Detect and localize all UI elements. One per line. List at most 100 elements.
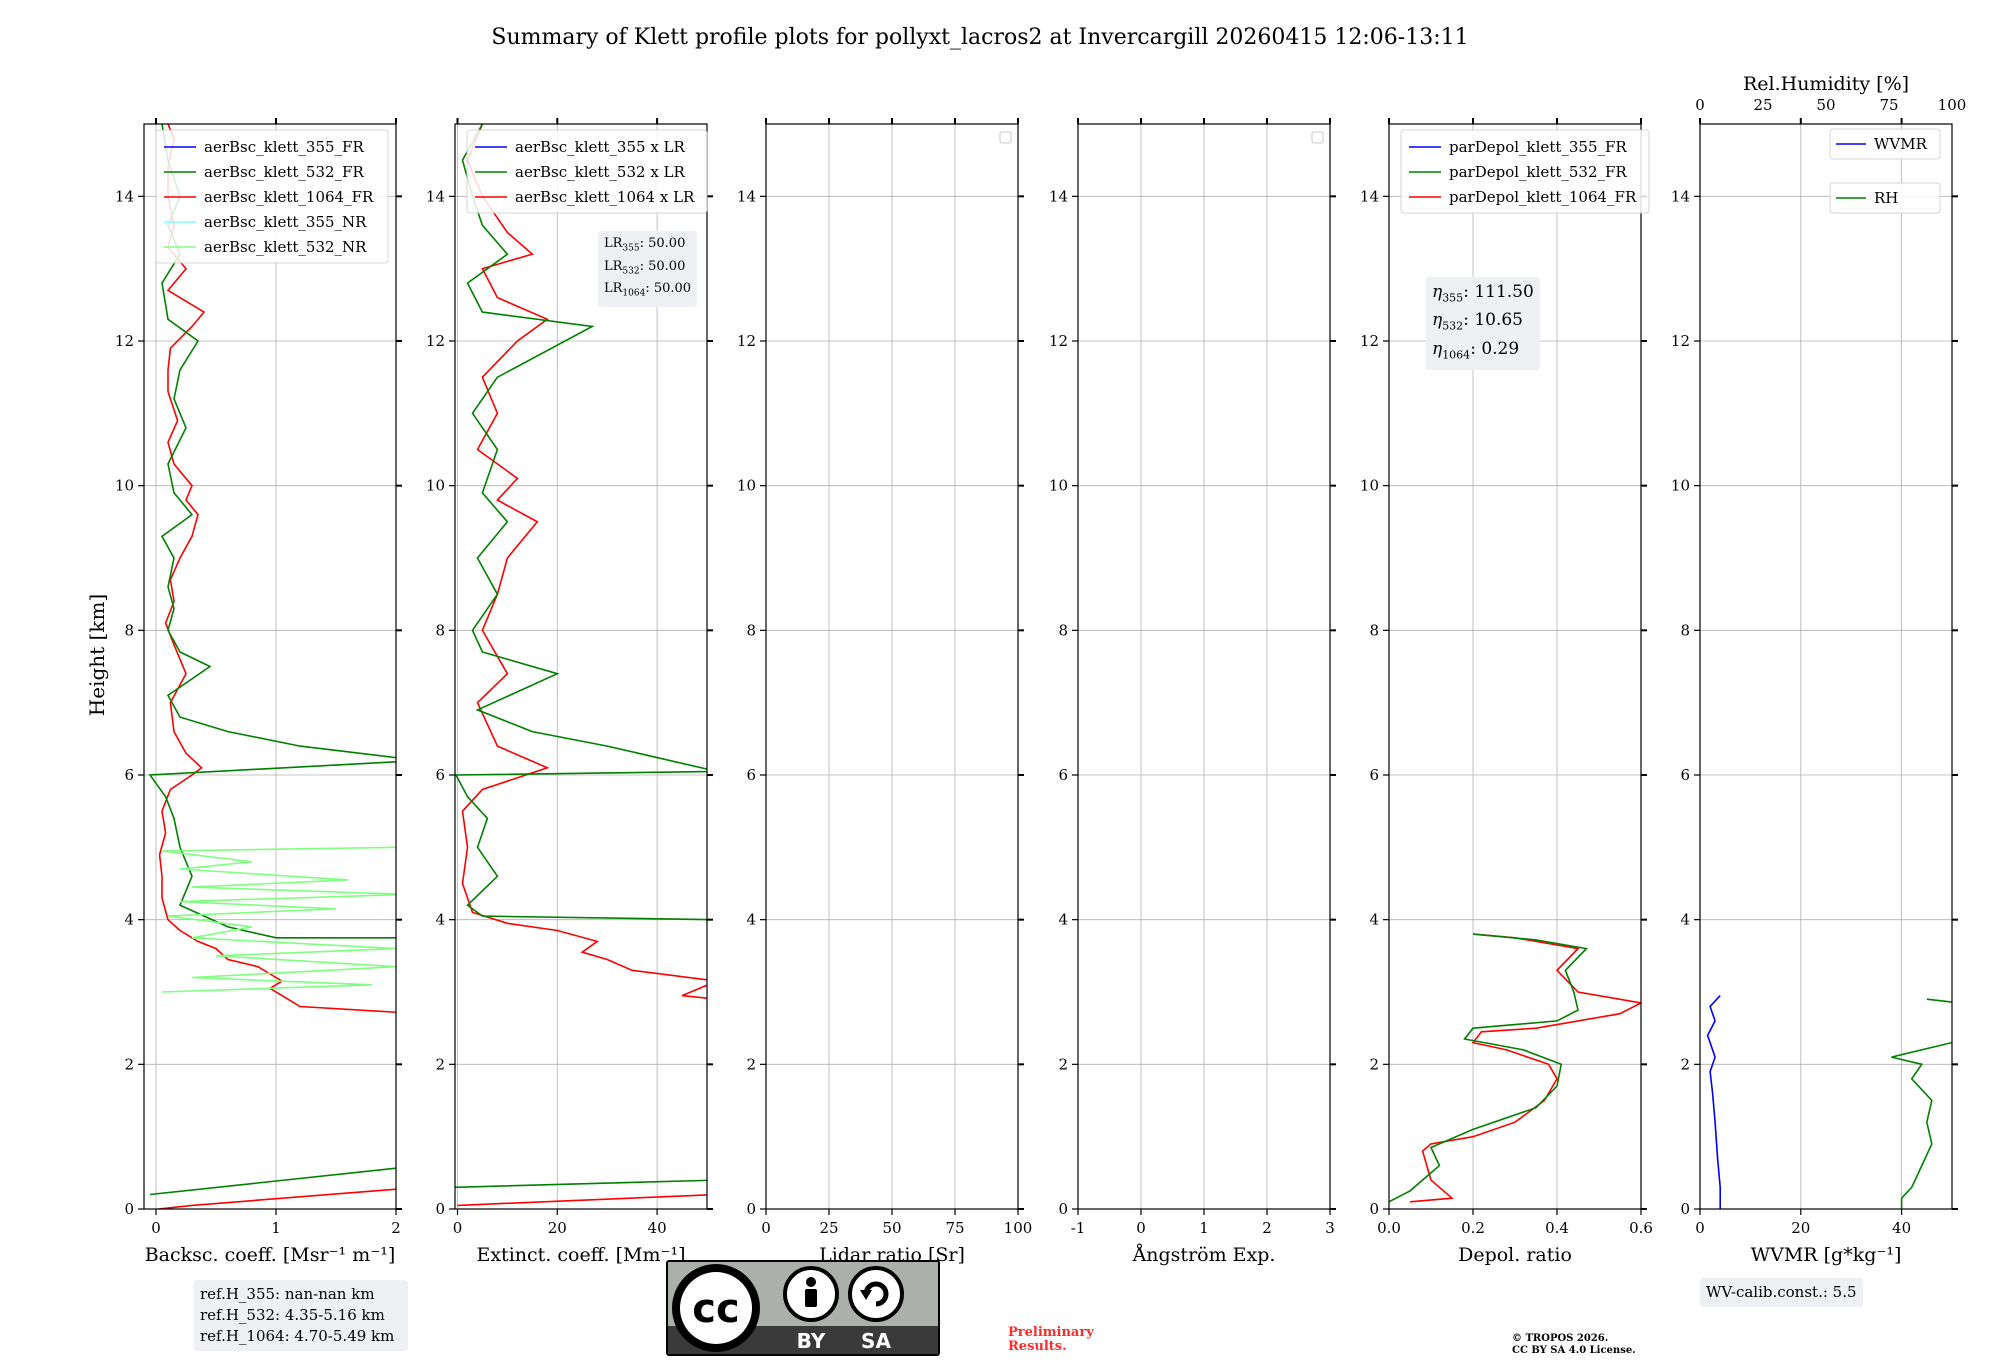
legend-box	[1400, 129, 1650, 214]
y-tick-label: 0	[1369, 1200, 1379, 1218]
x-tick-label: 40	[1892, 1219, 1911, 1237]
y-tick-label: 2	[746, 1055, 756, 1073]
y-axis-label: Height [km]	[85, 594, 109, 716]
y-tick-label: 4	[1680, 911, 1690, 929]
y-tick-label: 14	[426, 187, 445, 205]
y-tick-label: 10	[1049, 477, 1068, 495]
x-tick-label: -1	[1071, 1219, 1086, 1237]
y-tick-label: 14	[1671, 187, 1690, 205]
x-tick-label: 2	[1262, 1219, 1272, 1237]
x-tick-label: 50	[882, 1219, 901, 1237]
x-tick-label: 0	[1695, 1219, 1705, 1237]
legend-entry: WVMR	[1874, 135, 1928, 153]
legend-entry: aerBsc_klett_1064 x LR	[515, 188, 695, 206]
series-line-aerBsc_klett_1064_FR	[158, 124, 396, 1209]
legend-entry: parDepol_klett_1064_FR	[1449, 188, 1637, 206]
y-tick-label: 6	[746, 766, 756, 784]
y-tick-label: 0	[746, 1200, 756, 1218]
y-tick-label: 0	[1058, 1200, 1068, 1218]
panel-depol: 0 2 4 6 8 10 12 14 0.0 0.2 0.4 0.6 Depol. ratio parDe…	[1360, 118, 1653, 1266]
top-tick-label: 75	[1879, 96, 1898, 114]
y-tick-label: 10	[426, 477, 445, 495]
copyright-note: © TROPOS 2026. CC BY SA 4.0 License.	[1512, 1333, 1636, 1356]
x-axis-label: WVMR [g*kg⁻¹]	[1751, 1244, 1902, 1266]
preliminary-note: Preliminary Results.	[1008, 1325, 1094, 1354]
y-tick-label: 10	[1360, 477, 1379, 495]
y-tick-label: 2	[1058, 1055, 1068, 1073]
y-tick-label: 4	[1369, 911, 1379, 929]
y-tick-label: 0	[124, 1200, 134, 1218]
wv-calib-box: WV-calib.const.: 5.5	[1700, 1278, 1863, 1307]
y-tick-label: 6	[1369, 766, 1379, 784]
series-group	[455, 124, 707, 1207]
y-tick-label: 12	[115, 332, 134, 350]
x-tick-label: 0.2	[1461, 1219, 1485, 1237]
series-line-aerBsc_klett_1064 x LR	[457, 124, 707, 1207]
legend: WVMR RH	[1829, 128, 1941, 214]
ref-height-1064: ref.H_1064: 4.70-5.49 km	[200, 1327, 395, 1345]
x-axis-label: Backsc. coeff. [Msr⁻¹ m⁻¹]	[145, 1244, 396, 1266]
axes-frame	[1699, 123, 1953, 1210]
legend: aerBsc_klett_355_FR aerBsc_klett_532_FRae…	[155, 129, 389, 264]
legend-box	[1829, 128, 1941, 160]
y-tick-label: 0	[1680, 1200, 1690, 1218]
top-tick-label: 25	[1753, 96, 1772, 114]
x-tick-label: 0	[453, 1219, 463, 1237]
y-tick-label: 12	[1360, 332, 1379, 350]
ref-height-355: ref.H_355: nan-nan km	[200, 1285, 375, 1303]
legend-entry: aerBsc_klett_355 x LR	[515, 138, 686, 156]
y-tick-label: 6	[124, 766, 134, 784]
series-group	[1389, 933, 1641, 1203]
y-tick-label: 8	[1369, 621, 1379, 639]
x-tick-label: 0	[1136, 1219, 1146, 1237]
figure-title: Summary of Klett profile plots for polly…	[491, 25, 1468, 50]
x-tick-label: 0	[761, 1219, 771, 1237]
ref-heights-box: ref.H_355: nan-nan km ref.H_532: 4.35-5.…	[194, 1280, 408, 1351]
x-tick-label: 0.6	[1629, 1219, 1653, 1237]
y-tick-label: 12	[1049, 332, 1068, 350]
eta-annotation: η355: 111.50 η532: 10.65 η1064: 0.29	[1426, 277, 1540, 371]
legend-entry: aerBsc_klett_355_NR	[204, 213, 367, 231]
y-tick-label: 2	[435, 1055, 445, 1073]
series-group	[1706, 995, 1952, 1209]
top-axis-label: Rel.Humidity [%]	[1743, 73, 1909, 95]
y-tick-label: 4	[124, 911, 134, 929]
x-tick-label: 100	[1004, 1219, 1033, 1237]
series-line-aerBsc_klett_532_FR	[148, 124, 396, 1196]
axes-frame	[143, 123, 397, 1210]
legend-entry: parDepol_klett_355_FR	[1449, 138, 1627, 156]
badge-by: BY	[797, 1329, 826, 1353]
lidar-ratio-annotation: LR355: 50.00 LR532: 50.00 LR1064: 50.00	[598, 231, 698, 307]
series-line-parDepol_klett_532_FR	[1389, 933, 1589, 1203]
series-line-aerBsc_klett_532 x LR	[455, 124, 707, 1189]
y-tick-label: 10	[1671, 477, 1690, 495]
empty-legend-icon	[1311, 131, 1324, 144]
y-tick-label: 2	[124, 1055, 134, 1073]
top-tick-label: 50	[1816, 96, 1835, 114]
legend-entry: RH	[1874, 189, 1898, 207]
y-tick-label: 12	[1671, 332, 1690, 350]
y-tick-label: 14	[1049, 187, 1068, 205]
y-tick-label: 10	[737, 477, 756, 495]
y-tick-label: 6	[435, 766, 445, 784]
x-tick-label: 1	[1199, 1219, 1209, 1237]
y-tick-label: 14	[1360, 187, 1379, 205]
panel-wv: 0 2 4 6 8 10 12 14 0 20 40 WVMR [g*kg⁻¹] 0 25 50 75 100 R…	[1671, 73, 1966, 1266]
x-axis-label: Ångström Exp.	[1132, 1244, 1276, 1266]
x-tick-label: 3	[1325, 1219, 1335, 1237]
cc-by-sa-badge: cc BY SA	[666, 1260, 940, 1356]
y-tick-label: 4	[746, 911, 756, 929]
legend-entry: aerBsc_klett_532_NR	[204, 238, 367, 256]
y-tick-label: 8	[1680, 621, 1690, 639]
x-tick-label: 25	[819, 1219, 838, 1237]
legend-entry: aerBsc_klett_355_FR	[204, 138, 364, 156]
y-tick-label: 0	[435, 1200, 445, 1218]
y-tick-label: 8	[435, 621, 445, 639]
y-tick-label: 2	[1369, 1055, 1379, 1073]
y-tick-label: 6	[1680, 766, 1690, 784]
legend: aerBsc_klett_355 x LR aerBsc_klett_532 x …	[466, 129, 708, 214]
empty-legend-icon	[999, 131, 1012, 144]
